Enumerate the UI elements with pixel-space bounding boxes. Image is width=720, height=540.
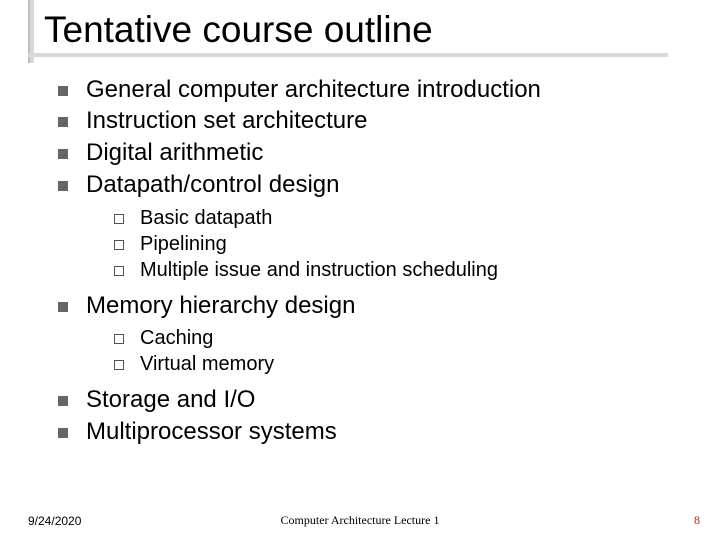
list-item: Memory hierarchy design Caching Virtual … <box>58 291 692 378</box>
slide: Tentative course outline General compute… <box>0 0 720 540</box>
list-item-text: Virtual memory <box>140 353 274 375</box>
list-item: Instruction set architecture <box>58 106 692 137</box>
footer-title: Computer Architecture Lecture 1 <box>0 513 720 528</box>
slide-title: Tentative course outline <box>34 10 692 51</box>
list-item: Multiple issue and instruction schedulin… <box>114 257 692 283</box>
list-item: Digital arithmetic <box>58 138 692 169</box>
outline-list: General computer architecture introducti… <box>58 75 692 448</box>
list-item: Pipelining <box>114 231 692 257</box>
sub-list: Caching Virtual memory <box>114 325 692 377</box>
list-item-text: Storage and I/O <box>86 386 255 413</box>
list-item-text: Caching <box>140 327 213 349</box>
sub-list: Basic datapath Pipelining Multiple issue… <box>114 205 692 283</box>
list-item-text: Pipelining <box>140 233 227 255</box>
slide-body: General computer architecture introducti… <box>28 75 692 448</box>
list-item: Caching <box>114 325 692 351</box>
title-container: Tentative course outline <box>28 10 692 57</box>
list-item-text: Multiprocessor systems <box>86 418 337 445</box>
list-item-text: Datapath/control design <box>86 171 340 198</box>
list-item: Datapath/control design Basic datapath P… <box>58 170 692 283</box>
list-item: Storage and I/O <box>58 385 692 416</box>
list-item: Virtual memory <box>114 351 692 377</box>
list-item-text: Digital arithmetic <box>86 139 263 166</box>
list-item-text: General computer architecture introducti… <box>86 76 541 103</box>
list-item-text: Memory hierarchy design <box>86 292 355 319</box>
list-item: General computer architecture introducti… <box>58 75 692 106</box>
list-item: Multiprocessor systems <box>58 417 692 448</box>
list-item: Basic datapath <box>114 205 692 231</box>
list-item-text: Multiple issue and instruction schedulin… <box>140 259 498 281</box>
list-item-text: Basic datapath <box>140 207 272 229</box>
footer-page-number: 8 <box>694 513 700 528</box>
list-item-text: Instruction set architecture <box>86 107 367 134</box>
